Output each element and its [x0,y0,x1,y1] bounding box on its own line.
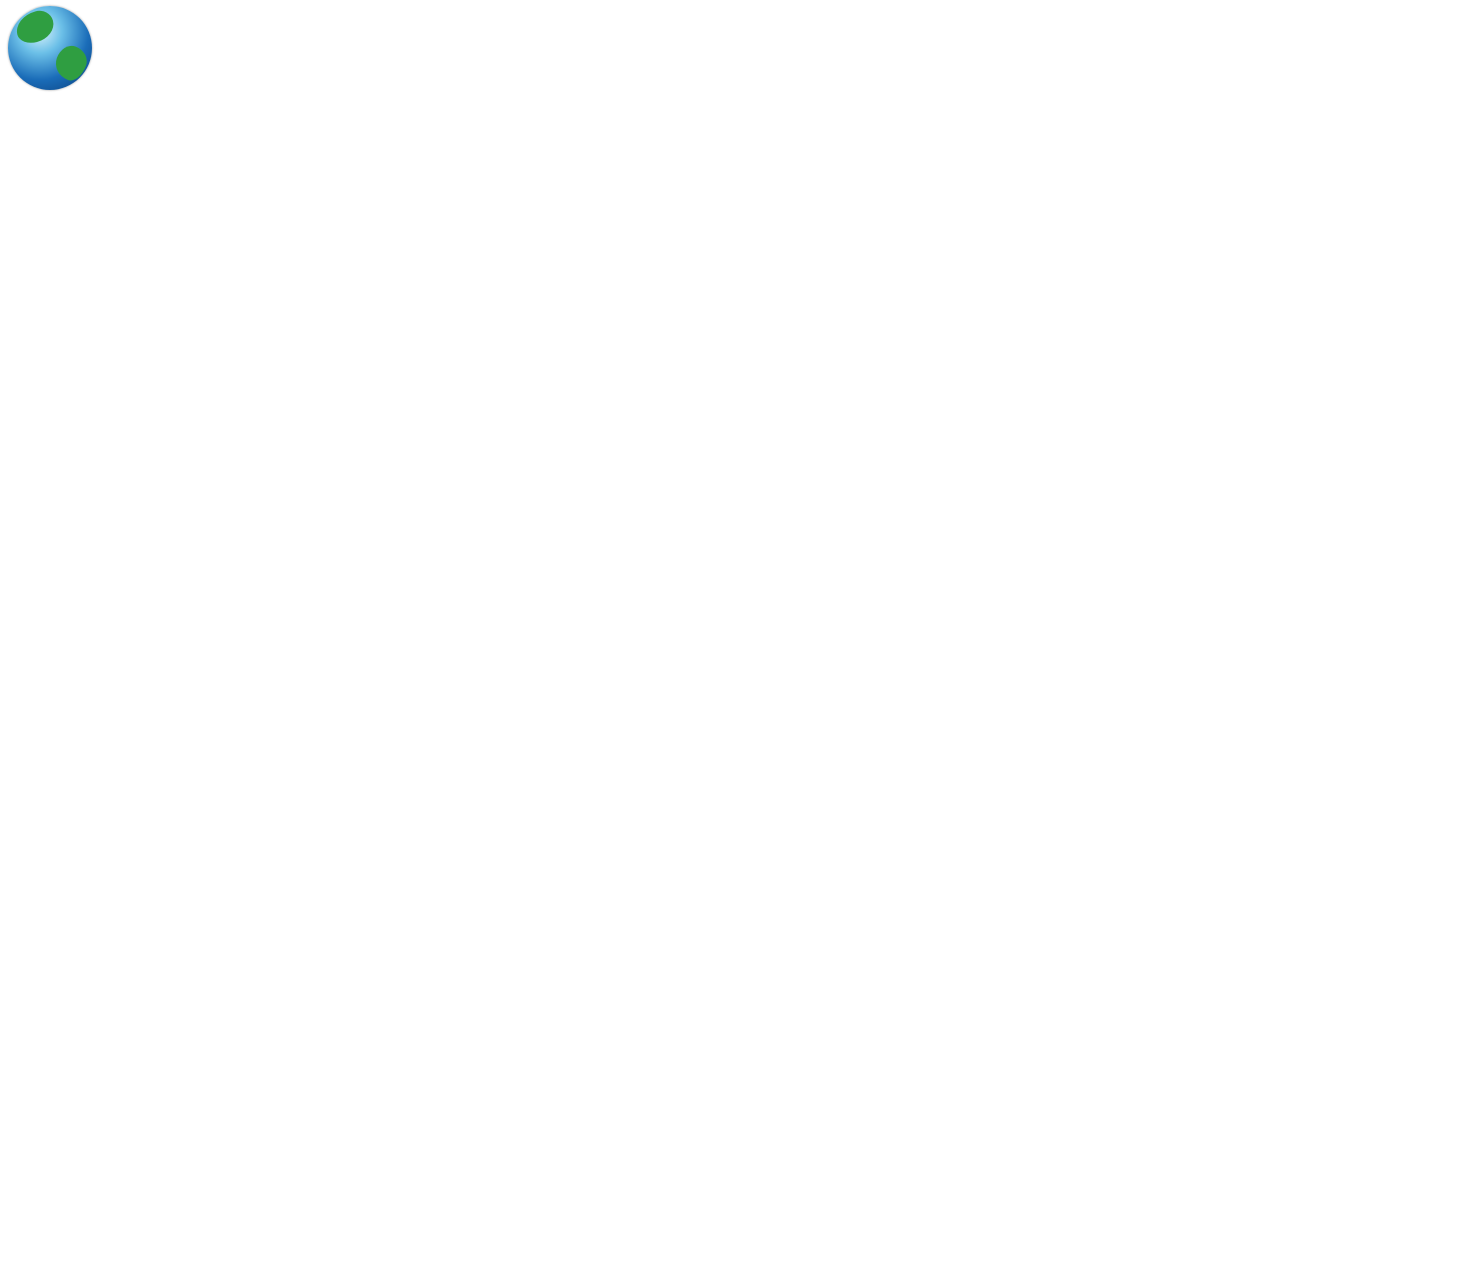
coaps-logo [8,6,92,90]
